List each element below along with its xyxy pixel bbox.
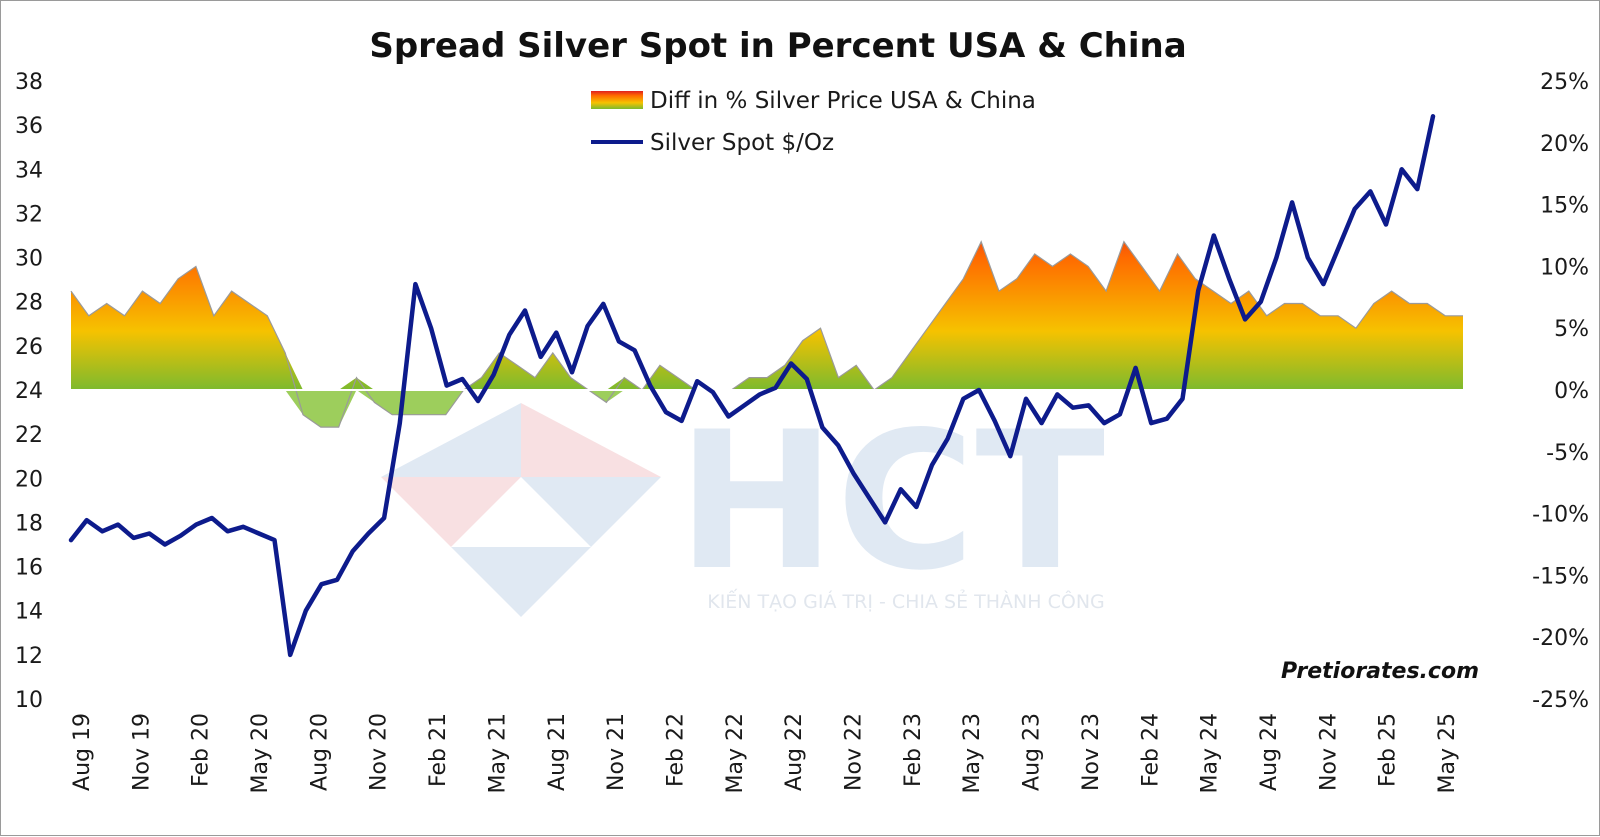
left-tick-label: 28 — [15, 291, 43, 316]
right-axis: 25% 20% 15% 10% 5% 0% -5% -10% -15% -20% -25% — [1532, 70, 1589, 713]
left-tick-label: 38 — [15, 70, 43, 95]
x-tick-label: Feb 22 — [663, 713, 688, 787]
x-tick-label: Aug 24 — [1257, 713, 1282, 791]
x-tick-label: May 23 — [960, 713, 985, 793]
chart-title: Spread Silver Spot in Percent USA & Chin… — [369, 26, 1186, 66]
left-tick-label: 26 — [15, 335, 43, 360]
right-tick-label: 10% — [1540, 255, 1589, 280]
right-tick-label: 20% — [1540, 132, 1589, 157]
legend: Diff in % Silver Price USA & China Silve… — [591, 88, 1036, 156]
left-axis: 38 36 34 32 30 28 26 24 22 20 18 16 14 12 10 — [15, 70, 43, 713]
right-tick-label: -20% — [1532, 626, 1589, 651]
left-tick-label: 24 — [15, 379, 43, 404]
x-tick-label: Nov 23 — [1079, 713, 1104, 791]
x-tick-label: Feb 24 — [1138, 713, 1163, 787]
x-tick-label: Nov 20 — [367, 713, 392, 791]
source-credit: Pretiorates.com — [1281, 659, 1479, 684]
left-tick-label: 32 — [15, 202, 43, 227]
left-tick-label: 30 — [15, 247, 43, 272]
diff-area-positive — [71, 242, 1463, 390]
x-axis: Aug 19 Nov 19 Feb 20 May 20 Aug 20 Nov 20 Feb … — [70, 713, 1460, 793]
x-tick-label: Feb 21 — [426, 713, 451, 787]
left-tick-label: 14 — [15, 600, 43, 625]
left-tick-label: 16 — [15, 556, 43, 581]
watermark-shape — [521, 477, 661, 547]
right-tick-label: -25% — [1532, 688, 1589, 713]
left-tick-label: 22 — [15, 423, 43, 448]
left-tick-label: 20 — [15, 467, 43, 492]
x-tick-label: Aug 20 — [307, 713, 332, 791]
x-tick-label: Aug 19 — [70, 713, 95, 791]
right-tick-label: -10% — [1532, 503, 1589, 528]
right-tick-label: 25% — [1540, 70, 1589, 95]
right-tick-label: 15% — [1540, 194, 1589, 219]
legend-label-silver: Silver Spot $/Oz — [650, 130, 834, 156]
chart-frame: HCT KIẾN TẠO GIÁ TRỊ - CHIA SẺ THÀNH CÔN… — [0, 0, 1600, 836]
watermark-shape — [451, 547, 591, 617]
right-tick-label: 0% — [1554, 379, 1589, 404]
x-tick-label: Nov 24 — [1316, 713, 1341, 791]
legend-swatch-diff — [591, 91, 643, 109]
left-tick-label: 10 — [15, 688, 43, 713]
left-tick-label: 36 — [15, 114, 43, 139]
x-tick-label: May 22 — [723, 713, 748, 793]
x-tick-label: Feb 20 — [189, 713, 214, 787]
x-tick-label: May 21 — [485, 713, 510, 793]
left-tick-label: 18 — [15, 511, 43, 536]
legend-label-diff: Diff in % Silver Price USA & China — [650, 88, 1036, 114]
x-tick-label: Feb 23 — [901, 713, 926, 787]
x-tick-label: May 24 — [1198, 713, 1223, 793]
right-tick-label: 5% — [1554, 317, 1589, 342]
x-tick-label: Nov 19 — [129, 713, 154, 791]
left-tick-label: 34 — [15, 158, 43, 183]
x-tick-label: Nov 21 — [604, 713, 629, 791]
watermark-shape — [381, 477, 521, 547]
right-tick-label: -15% — [1532, 564, 1589, 589]
watermark-shape — [521, 403, 661, 477]
chart-canvas: HCT KIẾN TẠO GIÁ TRỊ - CHIA SẺ THÀNH CÔN… — [1, 1, 1600, 837]
right-tick-label: -5% — [1546, 441, 1589, 466]
watermark-tagline: KIẾN TẠO GIÁ TRỊ - CHIA SẺ THÀNH CÔNG — [707, 588, 1105, 613]
x-tick-label: May 20 — [248, 713, 273, 793]
x-tick-label: Feb 25 — [1376, 713, 1401, 787]
left-tick-label: 12 — [15, 644, 43, 669]
x-tick-label: May 25 — [1435, 713, 1460, 793]
x-tick-label: Aug 23 — [1020, 713, 1045, 791]
x-tick-label: Aug 21 — [545, 713, 570, 791]
x-tick-label: Aug 22 — [782, 713, 807, 791]
x-tick-label: Nov 22 — [842, 713, 867, 791]
